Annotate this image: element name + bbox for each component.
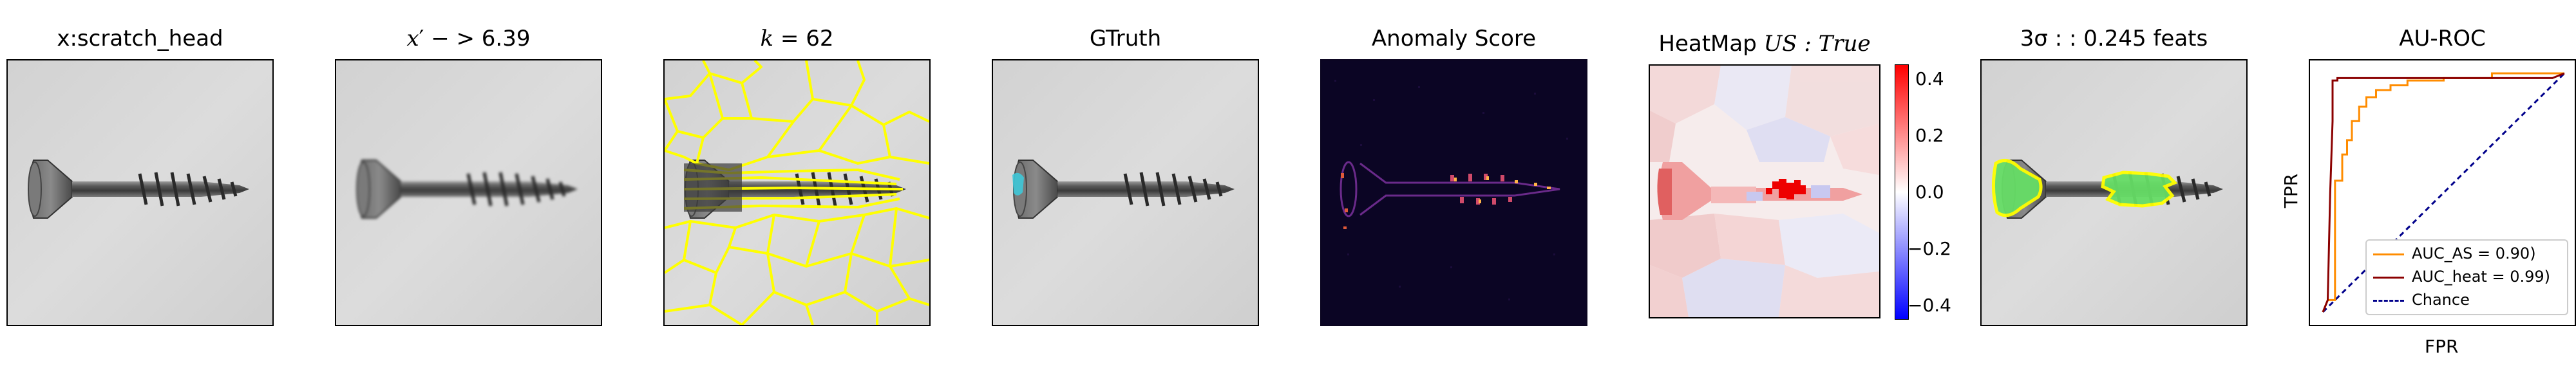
title-prefix: HeatMap	[1658, 31, 1764, 57]
title-value: : : 0.245 feats	[2047, 26, 2208, 51]
legend-item: AUC_heat = 0.99)	[2373, 268, 2566, 287]
legend-swatch-as	[2373, 253, 2404, 255]
roc-series-1	[2322, 72, 2565, 313]
panel-title: GTruth	[1089, 26, 1162, 51]
legend-item: Chance	[2373, 291, 2566, 310]
panel-title: x′ − > 6.39	[335, 26, 602, 51]
colorbar	[1895, 64, 1909, 320]
legend-item: AUC_AS = 0.90)	[2373, 244, 2566, 264]
roc-series-2	[2322, 72, 2566, 313]
panel-title: 3σ : : 0.245 feats	[1980, 26, 2248, 51]
title-value: ′ − > 6.39	[419, 26, 531, 51]
perturbed-image	[335, 59, 602, 326]
panel-gtruth: GTruth	[992, 0, 1259, 386]
superpixel-image	[663, 59, 931, 326]
threshold-image	[1980, 59, 2248, 326]
legend-swatch-chance	[2373, 300, 2404, 302]
panel-heatmap: HeatMap US : True	[1649, 0, 1951, 386]
title-symbol: x	[406, 26, 419, 51]
anomaly-image	[1320, 59, 1587, 326]
roc-series-0	[2322, 72, 2564, 313]
colorbar-tick: −0.4	[1908, 295, 1951, 316]
gtruth-image	[992, 59, 1259, 326]
colorbar-tick: −0.2	[1908, 238, 1951, 259]
legend-label-chance: Chance	[2412, 291, 2470, 309]
colorbar-tick: 0.0	[1915, 181, 1944, 203]
panel-title: HeatMap US : True	[1649, 31, 1880, 57]
panel-title: Anomaly Score	[1371, 26, 1537, 51]
panel-roc: AU-ROC TPR FPR AUC_AS = 0.90) AUC_heat =…	[2277, 0, 2576, 386]
legend-label-heat: AUC_heat = 0.99)	[2412, 268, 2551, 286]
roc-plot	[2309, 59, 2576, 326]
title-symbol: k	[760, 26, 774, 51]
y-axis-label: TPR	[2280, 173, 2302, 208]
panel-title: x:scratch_head	[57, 26, 223, 51]
title-value: = 62	[773, 26, 834, 51]
title-symbol: 3σ	[2020, 26, 2048, 51]
chart-title: AU-ROC	[2399, 26, 2486, 51]
panel-threshold: 3σ : : 0.245 feats	[1980, 0, 2248, 386]
x-axis-label: FPR	[2425, 336, 2459, 357]
input-image	[6, 59, 274, 326]
legend-label-as: AUC_AS = 0.90)	[2412, 244, 2536, 262]
panel-anomaly: Anomaly Score	[1320, 0, 1587, 386]
legend: AUC_AS = 0.90) AUC_heat = 0.99) Chance	[2365, 239, 2568, 315]
roc-svg	[2322, 72, 2566, 313]
colorbar-tick: 0.2	[1915, 125, 1944, 146]
legend-swatch-heat	[2373, 277, 2404, 279]
colorbar-ticks: 0.4 0.2 0.0 −0.2 −0.4	[1908, 64, 1959, 318]
heatmap-image	[1649, 64, 1880, 318]
title-suffix: US : True	[1763, 31, 1871, 57]
panel-input: x:scratch_head	[6, 0, 274, 386]
panel-title: k = 62	[663, 26, 931, 51]
colorbar-tick: 0.4	[1915, 68, 1944, 89]
panel-superpixels: k = 62	[663, 0, 931, 386]
panel-perturbed: x′ − > 6.39	[335, 0, 602, 386]
